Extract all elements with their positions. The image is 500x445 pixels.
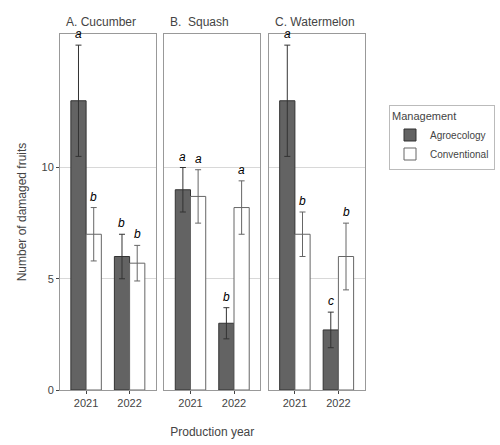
svg-text:a: a: [195, 152, 202, 166]
svg-text:C. Watermelon: C. Watermelon: [275, 15, 355, 29]
svg-text:b: b: [90, 190, 97, 204]
svg-text:Conventional: Conventional: [430, 149, 488, 160]
svg-text:2022: 2022: [222, 397, 246, 409]
svg-text:a: a: [75, 27, 82, 41]
svg-text:0: 0: [48, 384, 54, 396]
svg-text:a: a: [284, 27, 291, 41]
svg-text:b: b: [343, 205, 350, 219]
svg-text:2022: 2022: [117, 397, 141, 409]
svg-text:A. Cucumber: A. Cucumber: [66, 15, 136, 29]
svg-text:Agroecology: Agroecology: [430, 130, 486, 141]
svg-text:Management: Management: [392, 111, 456, 123]
svg-text:b: b: [134, 227, 141, 241]
svg-text:2021: 2021: [283, 397, 307, 409]
svg-text:a: a: [179, 150, 186, 164]
svg-text:2021: 2021: [74, 397, 98, 409]
svg-text:Production year: Production year: [170, 425, 254, 439]
svg-text:b: b: [299, 194, 306, 208]
svg-text:2022: 2022: [326, 397, 350, 409]
svg-text:2021: 2021: [178, 397, 202, 409]
svg-text:a: a: [238, 163, 245, 177]
svg-text:b: b: [118, 216, 125, 230]
svg-text:10: 10: [42, 161, 54, 173]
svg-text:5: 5: [48, 273, 54, 285]
svg-text:B. Squash: B. Squash: [170, 15, 229, 29]
svg-text:c: c: [328, 294, 334, 308]
svg-text:b: b: [223, 290, 230, 304]
svg-text:Number of damaged fruits: Number of damaged fruits: [15, 143, 29, 282]
